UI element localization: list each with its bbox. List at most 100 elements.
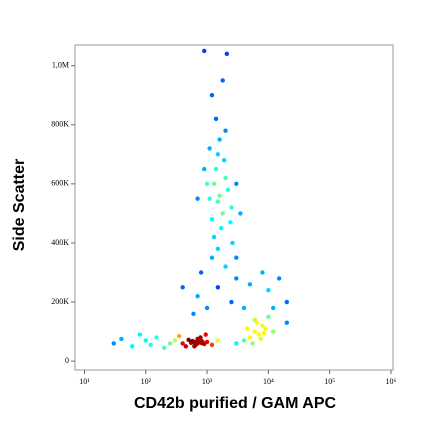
event-point	[220, 78, 225, 83]
x-tick-label: 10⁵	[324, 377, 335, 386]
event-point	[199, 340, 204, 346]
event-point	[202, 48, 207, 54]
event-point	[215, 199, 221, 204]
event-point	[228, 220, 233, 225]
event-point	[203, 332, 208, 337]
event-point	[215, 285, 221, 290]
event-point	[202, 166, 207, 172]
event-point	[247, 335, 253, 340]
event-point	[215, 246, 221, 252]
x-tick-label: 10¹	[79, 377, 90, 386]
x-tick-label: 10²	[141, 377, 152, 386]
event-point	[129, 344, 135, 349]
event-point	[215, 338, 221, 343]
event-point	[276, 276, 282, 281]
event-point	[217, 137, 222, 142]
event-point	[224, 51, 230, 57]
event-point	[220, 211, 225, 216]
event-point	[176, 333, 182, 339]
event-point	[256, 332, 262, 337]
event-point	[211, 181, 217, 187]
y-axis-label: Side Scatter	[11, 159, 28, 251]
event-point	[241, 305, 247, 311]
x-tick-label: 10⁶	[386, 377, 397, 386]
x-axis-label: CD42b purified / GAM APC	[134, 395, 337, 412]
event-point	[244, 326, 250, 331]
event-point	[266, 314, 271, 320]
event-point	[143, 338, 148, 343]
event-point	[186, 337, 191, 343]
event-point	[213, 166, 219, 172]
event-point	[183, 344, 189, 349]
event-point	[247, 282, 253, 287]
event-point	[241, 338, 247, 343]
y-tick-label: 200K	[51, 297, 69, 306]
event-point	[207, 146, 212, 151]
event-point	[219, 225, 224, 231]
event-point	[198, 335, 203, 340]
event-point	[119, 336, 124, 342]
event-point	[230, 240, 235, 246]
y-tick-label: 800K	[51, 120, 69, 129]
event-point	[111, 341, 116, 346]
event-point	[229, 299, 234, 305]
event-point	[252, 329, 257, 334]
event-point	[250, 341, 255, 346]
y-tick-label: 600K	[51, 179, 69, 188]
event-point	[258, 336, 263, 342]
event-point	[213, 116, 219, 122]
event-point	[211, 234, 217, 240]
event-point	[209, 342, 215, 348]
y-tick-label: 400K	[51, 238, 69, 247]
x-tick-label: 10³	[202, 377, 213, 386]
event-point	[271, 329, 276, 334]
y-tick-label: 0	[65, 356, 69, 365]
event-point	[234, 181, 239, 187]
event-point	[196, 340, 201, 345]
y-tick-label: 1,0M	[52, 61, 69, 70]
event-point	[190, 338, 195, 344]
event-point	[223, 128, 228, 133]
event-point	[191, 311, 196, 317]
x-tick-label: 10⁴	[263, 377, 274, 386]
event-point	[204, 305, 210, 311]
event-point	[204, 181, 210, 187]
event-point	[167, 341, 173, 346]
event-point	[195, 196, 200, 201]
event-point	[209, 255, 215, 260]
event-point	[207, 196, 212, 201]
event-point	[284, 320, 290, 325]
event-point	[209, 217, 215, 222]
event-point	[271, 305, 276, 311]
event-point	[266, 288, 271, 293]
plot-frame	[74, 44, 394, 371]
event-point	[221, 158, 227, 163]
event-point	[234, 341, 239, 346]
event-point	[234, 255, 239, 260]
event-point	[195, 293, 200, 299]
event-point	[137, 332, 143, 337]
event-point	[260, 270, 265, 275]
event-point	[260, 323, 265, 328]
event-point	[225, 187, 231, 192]
event-point	[192, 344, 197, 349]
event-point	[172, 338, 178, 343]
event-point	[252, 317, 257, 322]
event-point	[198, 270, 204, 275]
event-point	[223, 264, 228, 269]
event-point	[229, 205, 234, 210]
event-point	[223, 175, 228, 181]
event-point	[263, 326, 268, 331]
event-point	[217, 193, 222, 198]
event-point	[148, 342, 153, 348]
event-point	[180, 285, 185, 290]
event-point	[261, 330, 267, 336]
event-point	[215, 152, 221, 157]
event-point	[238, 211, 243, 216]
event-point	[234, 276, 239, 281]
event-point	[284, 299, 290, 305]
event-point	[204, 339, 210, 345]
event-point	[180, 341, 185, 346]
event-point	[154, 335, 159, 340]
